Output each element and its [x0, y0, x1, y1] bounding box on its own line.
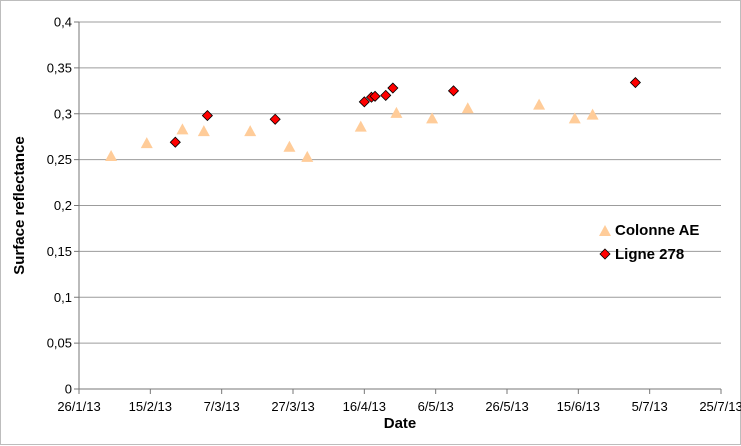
colonne-ae-point — [461, 102, 474, 114]
y-tick-label: 0,15 — [47, 244, 72, 259]
ligne-278-point — [358, 96, 370, 108]
ligne-278-point — [169, 136, 181, 148]
x-tick-label: 26/5/13 — [485, 399, 528, 414]
ligne-278-point — [201, 110, 213, 122]
colonne-ae-point — [354, 120, 367, 132]
colonne-ae-point — [105, 149, 118, 161]
legend-marker-triangle — [599, 225, 611, 236]
x-tick-label: 6/5/13 — [418, 399, 454, 414]
x-tick-label: 7/3/13 — [204, 399, 240, 414]
y-tick-label: 0,4 — [54, 15, 72, 30]
y-tick-label: 0,3 — [54, 106, 72, 121]
colonne-ae-point — [533, 98, 546, 110]
legend-label: Colonne AE — [615, 222, 699, 239]
x-tick-label: 25/7/13 — [699, 399, 741, 414]
colonne-ae-point — [586, 108, 599, 120]
ligne-278-point — [387, 82, 399, 94]
y-tick-label: 0,35 — [47, 60, 72, 75]
y-tick-label: 0,2 — [54, 198, 72, 213]
colonne-ae-point — [283, 140, 296, 152]
x-tick-label: 15/6/13 — [557, 399, 600, 414]
ligne-278-point — [447, 85, 460, 97]
y-tick-label: 0,05 — [47, 336, 72, 351]
ligne-278-point — [369, 90, 381, 102]
x-tick-label: 5/7/13 — [632, 399, 668, 414]
colonne-ae-point — [140, 137, 153, 149]
colonne-ae-point — [244, 125, 257, 137]
x-tick-label: 27/3/13 — [271, 399, 314, 414]
y-tick-label: 0 — [65, 382, 72, 397]
colonne-ae-point — [197, 125, 210, 137]
y-tick-label: 0,25 — [47, 152, 72, 167]
colonne-ae-point — [426, 112, 439, 124]
x-tick-label: 26/1/13 — [57, 399, 100, 414]
x-tick-label: 15/2/13 — [129, 399, 172, 414]
x-tick-label: 16/4/13 — [343, 399, 386, 414]
legend-marker-diamond — [599, 248, 611, 260]
ligne-278-point — [380, 89, 392, 101]
x-axis-title: Date — [384, 415, 417, 432]
colonne-ae-point — [568, 112, 581, 124]
colonne-ae-point — [390, 106, 403, 118]
colonne-ae-point — [176, 123, 189, 135]
ligne-278-point — [269, 113, 281, 125]
y-tick-label: 0,1 — [54, 290, 72, 305]
legend-label: Ligne 278 — [615, 246, 684, 263]
ligne-278-point — [629, 76, 641, 89]
colonne-ae-point — [301, 150, 314, 162]
y-axis-title: Surface reflectance — [11, 136, 28, 274]
